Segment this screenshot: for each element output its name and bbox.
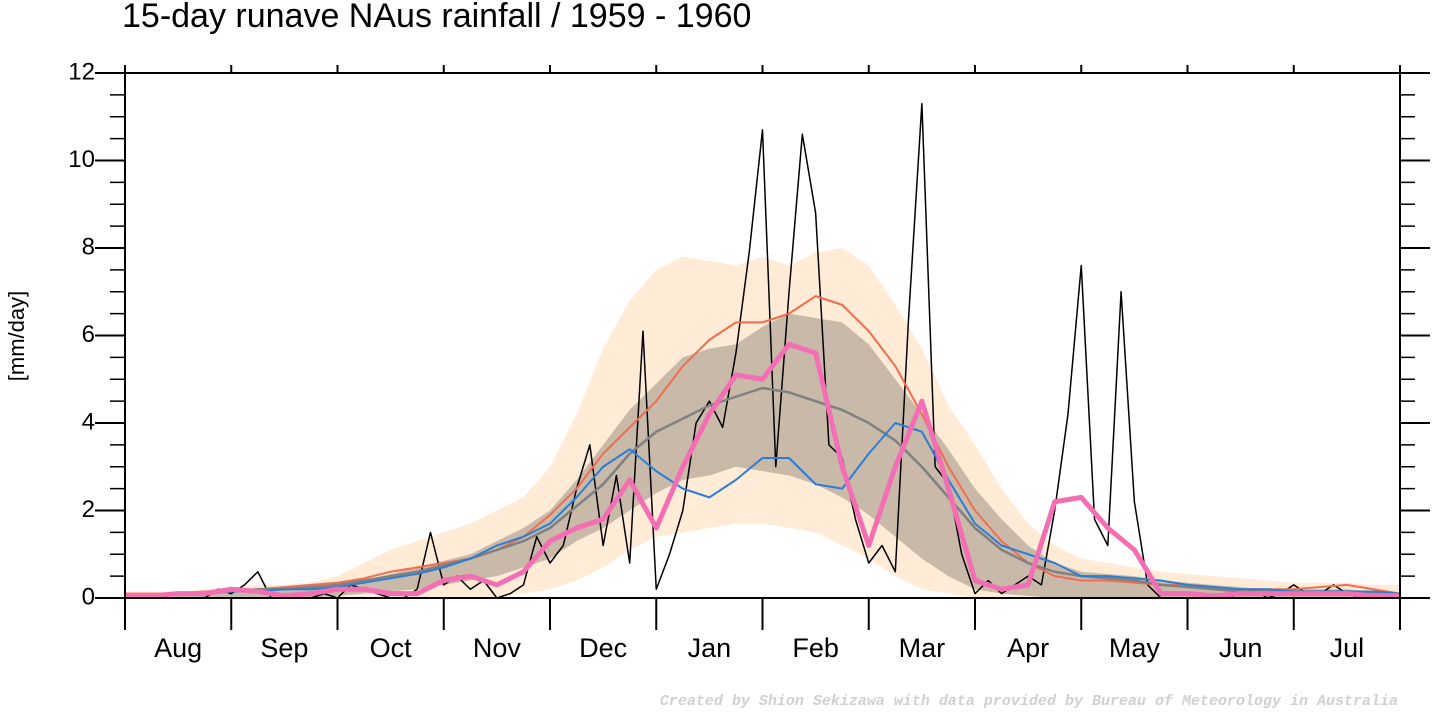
x-tick-label: Jan [688, 633, 732, 663]
x-tick-label: Feb [792, 633, 839, 663]
y-tick-label: 8 [82, 233, 95, 260]
x-tick-label: Mar [899, 633, 946, 663]
y-tick-label: 10 [68, 146, 95, 173]
x-tick-label: Jul [1330, 633, 1365, 663]
x-tick-label: Aug [154, 633, 202, 663]
y-tick-label: 4 [82, 408, 95, 435]
x-tick-label: Apr [1007, 633, 1049, 663]
y-tick-label: 0 [82, 583, 95, 610]
y-tick-label: 2 [82, 496, 95, 523]
x-tick-label: Oct [370, 633, 413, 663]
y-axis-label: [mm/day] [4, 291, 29, 381]
x-tick-label: Dec [579, 633, 627, 663]
series-line [125, 386, 1401, 598]
footer: Created by Shion Sekizawa with data prov… [660, 693, 1398, 710]
percentile-band [125, 313, 1400, 598]
y-tick-label: 12 [68, 58, 95, 85]
x-tick-label: Nov [473, 633, 522, 663]
chart-title: 15-day runave NAus rainfall / 1959 - 196… [122, 0, 751, 35]
x-tick-label: Jun [1219, 633, 1263, 663]
series-line [125, 341, 1400, 599]
y-tick-label: 6 [82, 321, 95, 348]
x-tick-label: Sep [260, 633, 308, 663]
x-tick-label: May [1109, 633, 1161, 663]
